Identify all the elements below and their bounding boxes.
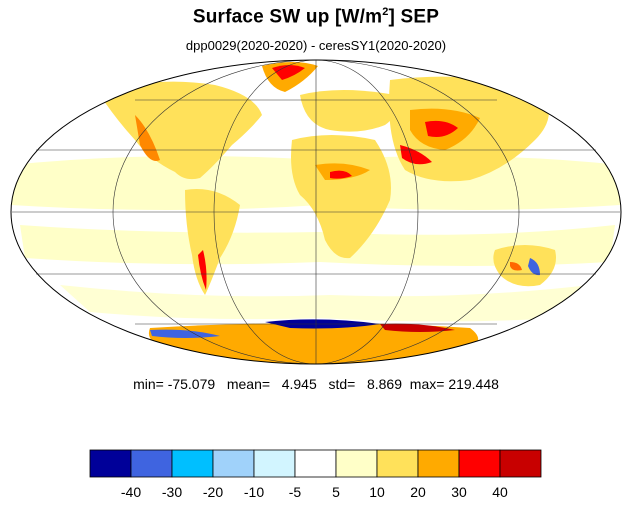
colorbar-swatch [253, 449, 296, 478]
stats-std: 8.869 [366, 376, 403, 392]
stats-mean-label: mean= [226, 376, 271, 392]
australia-cool-spot [528, 258, 540, 276]
plot-title-suffix: ] SEP [388, 6, 440, 28]
australia-warm-spot [510, 262, 522, 271]
colorbar-swatch [458, 449, 501, 478]
colorbar-tick-label: 20 [410, 484, 426, 500]
stats-min: -75.079 [167, 376, 216, 392]
stats-min-label: min= [133, 376, 164, 392]
ross-sea-negative [150, 329, 220, 338]
stats-mean: 4.945 [281, 376, 317, 392]
plot-title-superscript: 2 [382, 6, 389, 18]
plot-title: Surface SW up [W/m2] SEP [0, 6, 632, 28]
plot-subtitle: dpp0029(2020-2020) - ceresSY1(2020-2020) [185, 38, 447, 53]
north-america-west-coast [135, 115, 160, 161]
stats-max: 219.448 [448, 376, 499, 392]
plot-title-main: Surface SW up [W/m [192, 6, 383, 28]
colorbar-tick-label: -10 [244, 484, 264, 500]
stats-max-label: max= [409, 376, 445, 392]
ocean-band-south [20, 225, 615, 266]
colorbar-swatch [212, 449, 255, 478]
tibet-hotspot [425, 120, 458, 137]
andes-hotspot [198, 250, 207, 290]
colorbar-swatch [294, 449, 337, 478]
colorbar-tick-label: -40 [121, 484, 141, 500]
stats-std-label: std= [328, 376, 356, 392]
landmass-europe [300, 90, 397, 132]
colorbar-tick-label: -30 [162, 484, 182, 500]
colorbar-swatch [171, 449, 214, 478]
colorbar-tick-label: 40 [492, 484, 508, 500]
colorbar-swatch [130, 449, 173, 478]
colorbar-tick-label: 10 [369, 484, 385, 500]
ocean-band-southern [60, 285, 590, 322]
colorbar-swatch [376, 449, 419, 478]
colorbar-swatch [417, 449, 460, 478]
map-outline [10, 59, 622, 365]
landmass-antarctica [148, 323, 479, 364]
colorbar-swatch [89, 449, 132, 478]
colorbar-swatch [499, 449, 542, 478]
greenland-hotspot [272, 65, 305, 80]
landmass-south-america [185, 189, 240, 295]
colorbar-tick-label: -20 [203, 484, 223, 500]
east-antarctica-positive [380, 323, 455, 332]
landmass-australia [493, 245, 556, 287]
colorbar-tick-label: 5 [332, 484, 340, 500]
sahara-hotspot [330, 170, 352, 179]
colorbar-tick-label: -5 [289, 484, 302, 500]
colorbar-swatch [335, 449, 378, 478]
stats-line: min= -75.079 mean= 4.945 std= 8.869 max=… [0, 376, 632, 392]
colorbar-tick-label: 30 [451, 484, 467, 500]
